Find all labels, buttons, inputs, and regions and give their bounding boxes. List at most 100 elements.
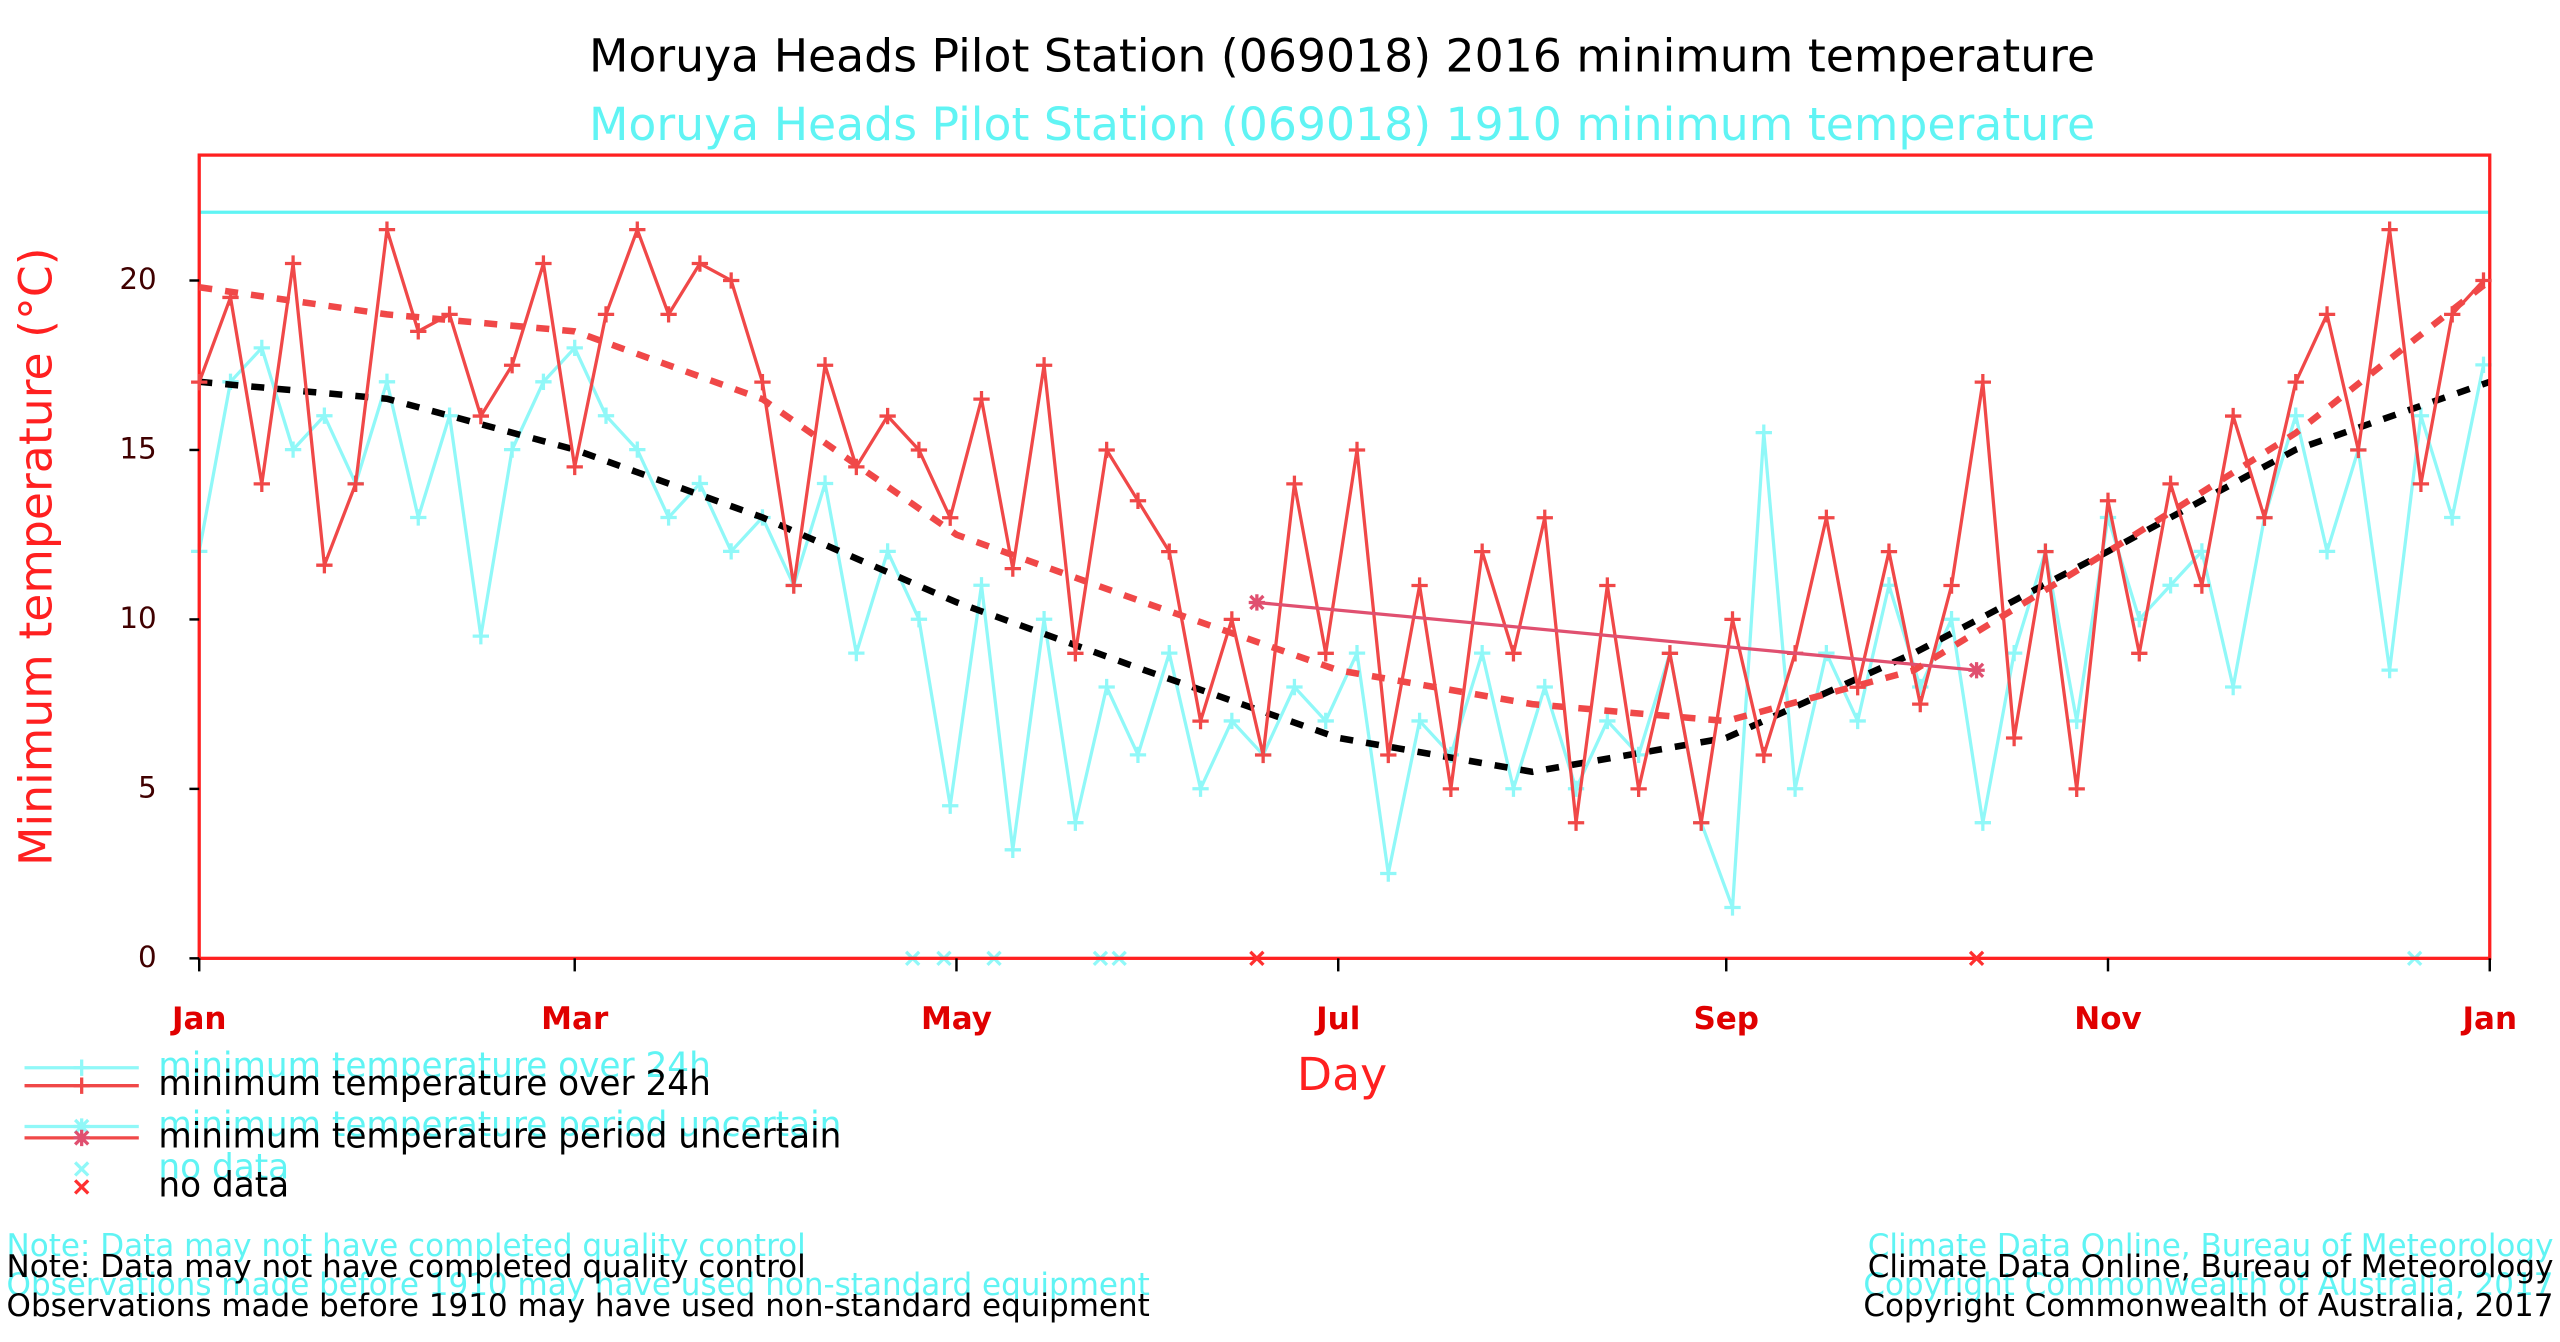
data-point (1098, 678, 1115, 696)
data-point (1786, 780, 1804, 797)
credit: Climate Data Online, Bureau of Meteorolo… (1868, 1249, 2554, 1285)
data-point (566, 458, 583, 476)
data-point (1693, 814, 1710, 831)
note: Note: Data may not have completed qualit… (7, 1249, 806, 1285)
legend-label: minimum temperature over 24h (158, 1064, 710, 1104)
legend-marker (73, 1118, 90, 1135)
data-point (942, 797, 959, 814)
legend-label: minimum temperature period uncertain (158, 1116, 841, 1156)
data-point (1129, 492, 1147, 509)
data-point (253, 339, 270, 357)
data-point (660, 306, 677, 323)
data-point (2444, 509, 2461, 526)
data-point (503, 357, 521, 374)
legend-marker (73, 1077, 90, 1094)
data-point (2287, 374, 2304, 391)
data-point (691, 475, 709, 492)
data-point (1004, 841, 1021, 858)
data-point (848, 644, 865, 662)
data-point (1380, 865, 1397, 882)
x-tick-label: Jan (170, 1001, 227, 1037)
data-point (2005, 644, 2023, 662)
data-point (535, 255, 552, 272)
legend-marker (73, 1059, 90, 1076)
data-point (1411, 577, 1428, 594)
data-point (691, 255, 709, 272)
data-point (1755, 746, 1772, 764)
data-point (1004, 560, 1021, 577)
legend-label: no data (158, 1165, 289, 1205)
plot-frame (197, 153, 2492, 960)
x-axis-label: Day (1297, 1048, 1387, 1101)
data-point (2381, 221, 2398, 238)
data-point (910, 441, 928, 459)
series-line (197, 224, 2485, 824)
y-axis-label: Minimum temperature (°C) (10, 247, 63, 866)
data-point (910, 611, 928, 628)
data-point (660, 509, 677, 526)
data-point (2412, 407, 2430, 424)
credit: Copyright Commonwealth of Australia, 201… (1863, 1267, 2553, 1303)
data-point (723, 543, 740, 560)
data-point (441, 306, 458, 323)
note: Note: Data may not have completed qualit… (7, 1228, 806, 1264)
data-point (378, 373, 396, 390)
data-point (1067, 814, 1084, 831)
data-point (1098, 441, 1115, 459)
trend-line (198, 277, 2492, 725)
x-tick-label: Jan (2460, 1001, 2517, 1037)
data-point (1974, 814, 1991, 831)
data-point (2381, 661, 2398, 679)
data-point (1599, 712, 1616, 730)
data-point (1067, 645, 1084, 662)
data-point (629, 221, 646, 238)
data-point (1755, 424, 1772, 441)
y-tick-label: 15 (119, 431, 156, 465)
data-point (1442, 780, 1460, 798)
data-point (2256, 509, 2273, 526)
legend-marker (73, 1179, 90, 1195)
data-point (754, 374, 771, 391)
y-tick-label: 0 (138, 940, 157, 974)
data-point (1974, 374, 1991, 391)
data-point (1035, 357, 1053, 374)
data-point (284, 255, 302, 272)
data-point (1161, 543, 1178, 560)
data-point (1849, 712, 1866, 730)
data-point (1161, 644, 1178, 662)
chart-title: Moruya Heads Pilot Station (069018) 2016… (589, 29, 2095, 82)
data-point (1474, 644, 1491, 662)
series-line (1256, 600, 1977, 672)
data-point (2099, 492, 2117, 509)
data-point (1223, 712, 1241, 730)
data-point (2037, 543, 2054, 560)
data-point (629, 441, 646, 458)
x-tick-label: Jul (1314, 1001, 1360, 1037)
data-point (1192, 780, 1209, 797)
data-point (1724, 899, 1741, 916)
data-point (1248, 594, 1266, 611)
data-point (785, 577, 802, 594)
data-point (2068, 712, 2085, 730)
x-tick-label: Nov (2074, 1001, 2141, 1037)
data-point (2162, 475, 2179, 493)
data-point (1348, 644, 1366, 662)
data-point (2193, 577, 2211, 594)
data-point (1536, 509, 1553, 526)
data-point (2224, 407, 2242, 425)
data-point (503, 441, 521, 458)
data-point (879, 407, 896, 425)
legend-label: minimum temperature over 24h (158, 1046, 710, 1086)
data-point (2318, 543, 2336, 560)
data-point (2350, 441, 2367, 459)
note: Observations made before 1910 may have u… (7, 1288, 1150, 1324)
data-point (316, 557, 333, 574)
series-line (197, 344, 2486, 909)
data-point (472, 627, 490, 645)
data-point (1249, 950, 1265, 967)
data-point (1943, 611, 1960, 628)
x-tick-label: May (921, 1001, 992, 1037)
data-point (1505, 780, 1522, 797)
credit: Copyright Commonwealth of Australia, 201… (1863, 1288, 2553, 1324)
note: Observations made before 1910 may have u… (7, 1267, 1150, 1303)
